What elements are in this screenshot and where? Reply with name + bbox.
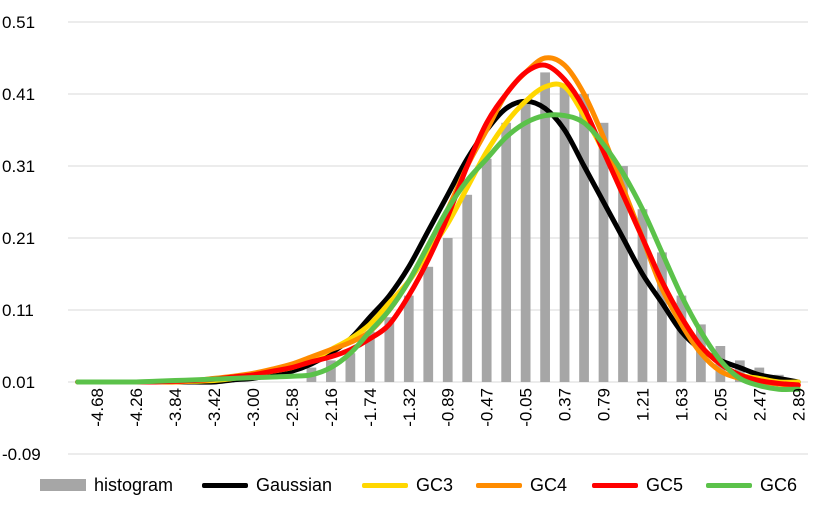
legend-item-gc5: GC5 <box>592 470 683 500</box>
histogram-bar <box>676 295 687 382</box>
histogram-bar <box>403 295 414 382</box>
series-lines <box>75 55 801 392</box>
histogram-bar <box>598 122 609 383</box>
chart: 0.51 0.41 0.31 0.21 0.11 0.01 -0.09 -4.68 -4.26… <box>2 13 808 464</box>
histogram-bar <box>657 252 667 382</box>
legend-swatch-gc5 <box>592 482 638 488</box>
histogram-bar <box>637 209 648 382</box>
legend-item-gc3: GC3 <box>362 470 453 500</box>
histogram-bar <box>326 360 336 382</box>
histogram-bar <box>734 360 745 382</box>
legend-label-gc5: GC5 <box>646 474 684 495</box>
histogram-bar <box>540 72 550 383</box>
x-tick-label: 0.79 <box>595 388 614 421</box>
y-tick-label: 0.01 <box>2 373 35 392</box>
x-tick-label: -3.42 <box>205 388 224 427</box>
histogram-bar <box>579 94 589 382</box>
x-tick-label: -0.47 <box>478 388 497 427</box>
x-tick-label: 2.89 <box>789 388 808 421</box>
x-tick-label: 2.05 <box>711 388 730 421</box>
legend-item-gaussian: Gaussian <box>202 470 332 500</box>
legend-label-gc4: GC4 <box>530 474 568 495</box>
legend-item-gc6: GC6 <box>706 470 797 500</box>
legend-swatch-gc3 <box>362 482 408 488</box>
x-tick-label: -3.00 <box>244 388 263 427</box>
histogram-bar <box>559 86 570 383</box>
x-tick-label: 0.37 <box>556 388 575 421</box>
histogram-bar <box>423 266 434 382</box>
x-tick-label: -1.74 <box>361 388 380 427</box>
y-tick-label: -0.09 <box>2 445 41 464</box>
legend-swatch-gc6 <box>706 482 752 488</box>
legend-swatch-gaussian <box>202 482 248 488</box>
histogram-bar <box>442 238 453 382</box>
x-tick-label: 1.21 <box>633 388 652 421</box>
y-tick-label: 0.41 <box>2 85 35 104</box>
x-tick-label: -3.84 <box>166 388 185 427</box>
legend-label-histogram: histogram <box>94 474 174 495</box>
histogram-bar <box>462 194 473 382</box>
x-tick-label: -4.26 <box>127 388 146 427</box>
legend-item-gc4: GC4 <box>476 470 567 500</box>
x-tick-label: 2.47 <box>750 388 769 421</box>
legend-label-gc6: GC6 <box>760 474 798 495</box>
y-tick-label: 0.31 <box>2 157 35 176</box>
histogram-bar <box>481 158 492 382</box>
legend-swatch-histogram <box>40 479 86 491</box>
y-tick-labels: 0.51 0.41 0.31 0.21 0.11 0.01 -0.09 <box>2 13 41 464</box>
histogram-bar <box>384 317 395 382</box>
x-tick-label: -1.32 <box>400 388 419 427</box>
histogram-bar <box>364 331 375 382</box>
histogram-bar <box>520 101 531 382</box>
y-tick-label: 0.51 <box>2 13 35 32</box>
x-tick-label: -0.05 <box>517 388 536 427</box>
x-tick-label: -4.68 <box>88 388 107 427</box>
x-tick-label: -2.58 <box>283 388 302 427</box>
histogram-bar <box>501 122 512 383</box>
x-tick-label: 1.63 <box>672 388 691 421</box>
x-tick-labels: -4.68 -4.26 -3.84 -3.42 -3.00 -2.58 -2.16 -1.74… <box>88 388 808 427</box>
legend-swatch-gc4 <box>476 482 522 488</box>
legend-label-gaussian: Gaussian <box>256 474 333 495</box>
x-tick-label: -2.16 <box>322 388 341 427</box>
histogram-bar <box>345 353 356 382</box>
y-tick-label: 0.21 <box>2 229 35 248</box>
legend-item-histogram: histogram <box>40 470 173 500</box>
histogram-bar <box>618 166 628 382</box>
series-line-gc6 <box>75 112 801 392</box>
legend-label-gc3: GC3 <box>416 474 454 495</box>
legend: histogram Gaussian GC3 GC4 GC5 GC6 <box>0 470 830 500</box>
y-tick-label: 0.11 <box>2 301 34 320</box>
x-tick-label: -0.89 <box>439 388 458 427</box>
